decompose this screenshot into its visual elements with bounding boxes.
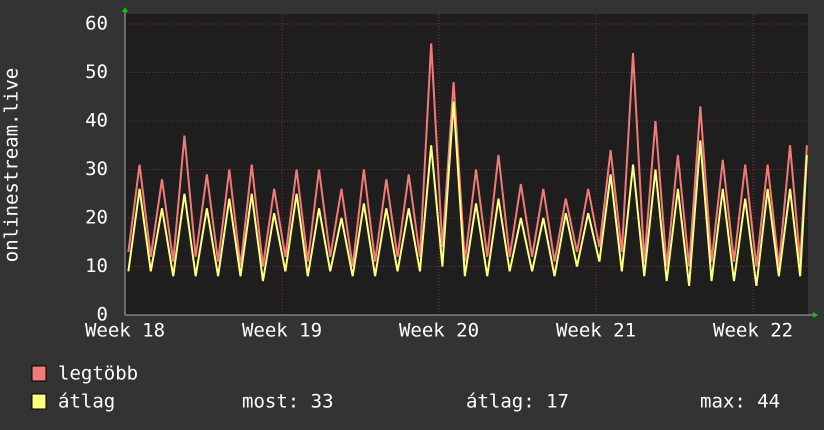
x-tick-label: Week 20 — [399, 320, 479, 342]
legend-stat: most: 33 — [242, 391, 334, 413]
y-tick-label: 60 — [85, 13, 108, 35]
y-tick-label: 20 — [85, 207, 108, 229]
legend-label: átlag — [58, 391, 115, 413]
legend-swatch — [31, 365, 47, 382]
y-tick-label: 30 — [85, 158, 108, 180]
x-tick-label: Week 21 — [556, 320, 636, 342]
y-tick-label: 0 — [97, 304, 108, 326]
x-tick-label: Week 22 — [713, 320, 793, 342]
series-line — [127, 101, 808, 287]
y-arrow — [122, 7, 128, 12]
series-line — [127, 43, 808, 267]
x-tick-label: Week 18 — [85, 320, 165, 342]
y-tick-label: 10 — [85, 255, 108, 277]
y-axis-label: onlinestream.live — [1, 68, 23, 262]
y-tick-label: 40 — [85, 110, 108, 132]
legend-label: legtöbb — [58, 363, 138, 385]
legend-stat: átlag: 17 — [466, 391, 569, 413]
x-arrow — [813, 312, 818, 318]
legend-stat: max: 44 — [700, 391, 780, 413]
x-tick-label: Week 19 — [242, 320, 322, 342]
y-tick-label: 50 — [85, 61, 108, 83]
legend-swatch — [31, 393, 47, 410]
